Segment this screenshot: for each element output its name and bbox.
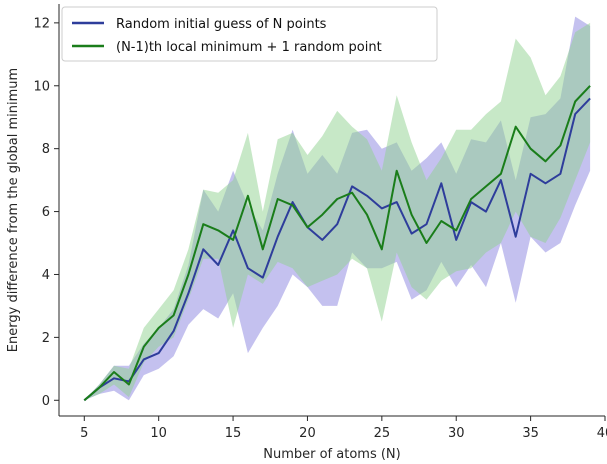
- legend-label-local-minimum: (N-1)th local minimum + 1 random point: [116, 40, 382, 55]
- y-tick-label: 2: [42, 331, 50, 346]
- y-tick-label: 6: [42, 205, 50, 220]
- legend-box: [61, 6, 438, 62]
- x-tick-label: 35: [522, 426, 539, 441]
- x-axis-label: Number of atoms (N): [263, 447, 400, 462]
- line-random-guess: [83, 97, 591, 402]
- band-local-minimum: [84, 22, 591, 401]
- y-ticks: 0 2 4 6 8 10 12: [33, 16, 59, 409]
- axes: [58, 4, 605, 417]
- x-tick-label: 25: [374, 426, 391, 441]
- series-lines: [83, 85, 591, 402]
- y-tick-label: 12: [33, 16, 50, 31]
- x-tick-label: 30: [448, 426, 465, 441]
- x-tick-label: 20: [299, 426, 316, 441]
- x-tick-label: 15: [225, 426, 242, 441]
- x-tick-label: 40: [597, 426, 607, 441]
- x-tick-label: 5: [80, 426, 88, 441]
- line-local-minimum: [83, 85, 591, 402]
- y-tick-label: 10: [33, 79, 50, 94]
- y-tick-label: 8: [42, 142, 50, 157]
- x-ticks: 5 10 15 20 25 30 35 40: [80, 416, 607, 441]
- y-tick-label: 0: [42, 394, 50, 409]
- legend: Random initial guess of N points (N-1)th…: [61, 6, 438, 62]
- y-tick-label: 4: [42, 268, 50, 283]
- confidence-bands: [84, 16, 591, 401]
- x-tick-label: 10: [150, 426, 167, 441]
- legend-label-random-guess: Random initial guess of N points: [116, 17, 327, 32]
- y-axis-label: Energy difference from the global minimu…: [6, 68, 21, 352]
